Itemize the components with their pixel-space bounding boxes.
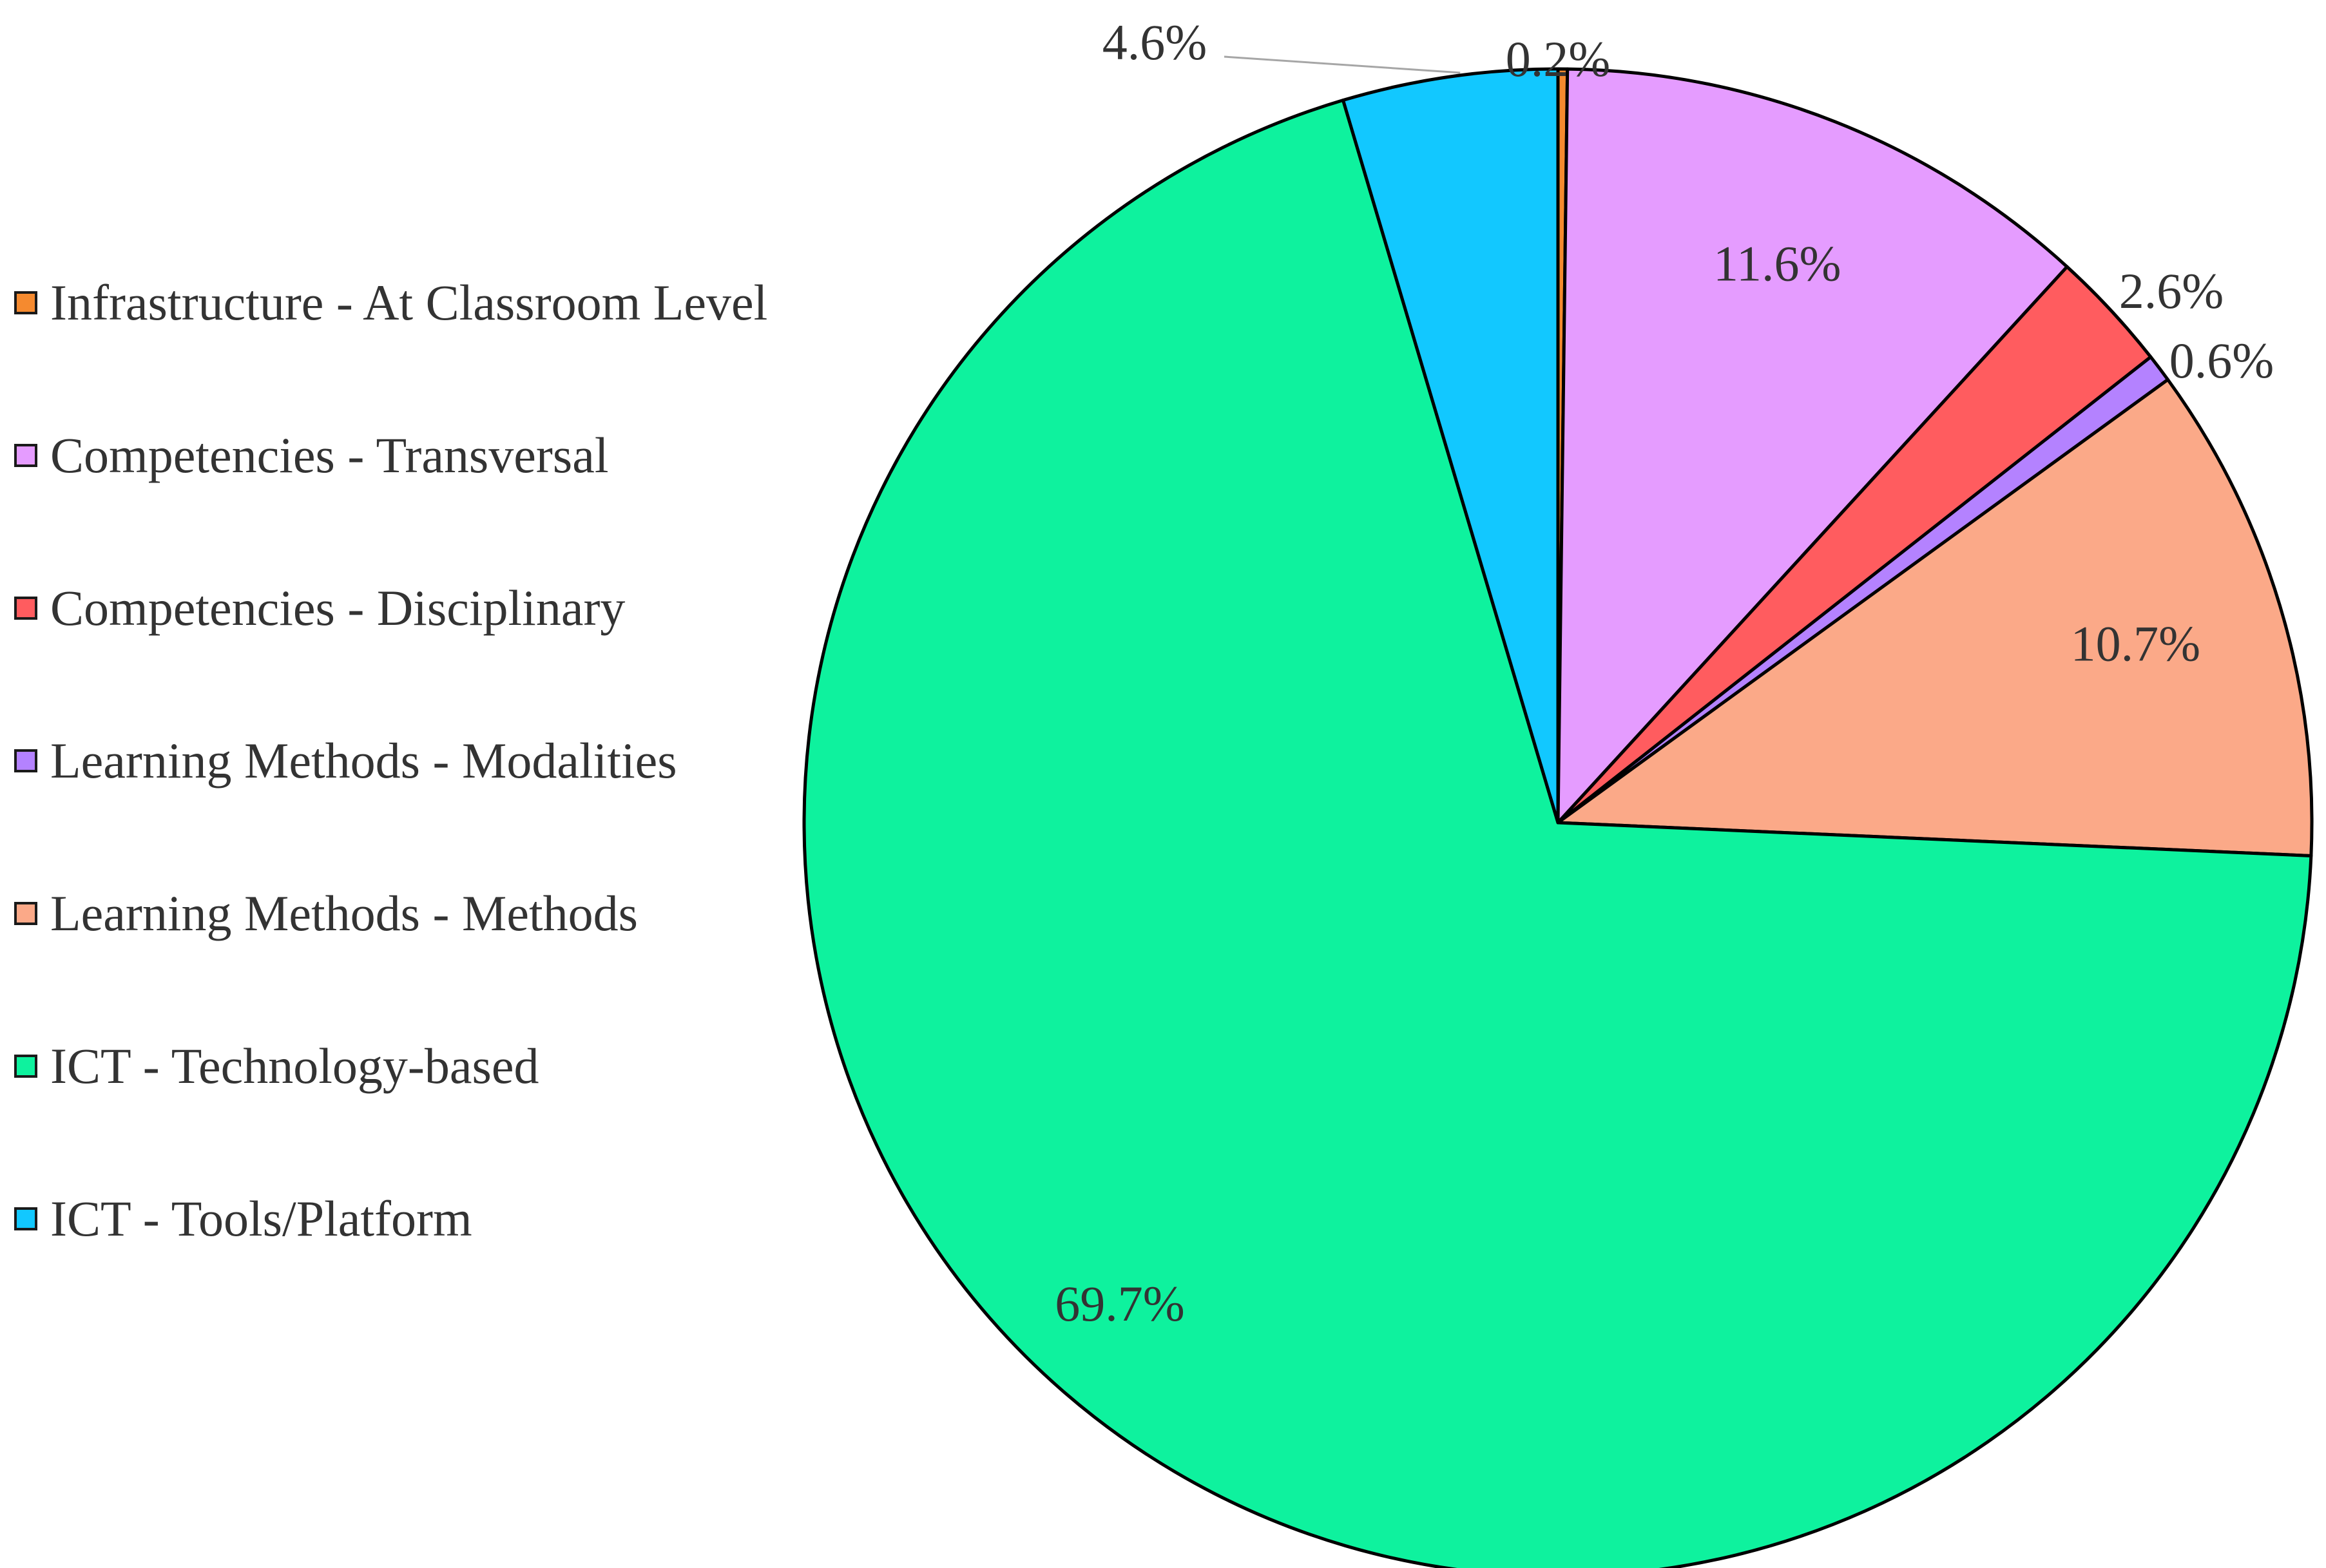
- legend-label: Infrastructure - At Classroom Level: [50, 274, 768, 330]
- legend-item-ict-technology: ICT - Technology-based: [14, 1034, 539, 1098]
- legend-swatch: [14, 291, 37, 314]
- data-label: 0.2%: [1506, 31, 1610, 87]
- legend-item-competencies-disciplinary: Competencies - Disciplinary: [14, 576, 625, 640]
- pie-slice-ict-tools-platform: [1341, 67, 1560, 825]
- pie-slices: [802, 67, 2314, 1568]
- data-label: 4.6%: [1102, 14, 1207, 70]
- legend-label: ICT - Technology-based: [50, 1038, 539, 1094]
- legend-item-competencies-transversal: Competencies - Transversal: [14, 423, 609, 488]
- data-label: 11.6%: [1713, 236, 1841, 292]
- legend-item-learning-modalities: Learning Methods - Modalities: [14, 729, 677, 793]
- pie-slice-competencies-transversal: [1556, 67, 2069, 825]
- leader-line: [1224, 55, 1461, 74]
- pie-slice-learning-methods-methods: [1556, 378, 2314, 857]
- legend-swatch: [14, 597, 37, 620]
- data-label: 0.6%: [2169, 332, 2274, 388]
- legend-label: Learning Methods - Modalities: [50, 732, 677, 789]
- data-label: 2.6%: [2119, 263, 2224, 319]
- legend-swatch: [14, 444, 37, 467]
- leader-lines: [1224, 55, 1461, 74]
- data-label: 10.7%: [2071, 615, 2200, 671]
- legend-label: Competencies - Disciplinary: [50, 580, 626, 636]
- pie-slice-ict-technology-based: [802, 99, 2313, 1568]
- legend-item-infrastructure-classroom: Infrastructure - At Classroom Level: [14, 271, 767, 335]
- legend-item-learning-methods: Learning Methods - Methods: [14, 881, 638, 946]
- legend-label: Competencies - Transversal: [50, 427, 609, 483]
- legend-swatch: [14, 902, 37, 925]
- legend-swatch: [14, 1207, 37, 1230]
- data-label: 69.7%: [1055, 1276, 1184, 1332]
- legend-label: Learning Methods - Methods: [50, 885, 639, 941]
- legend-swatch: [14, 1055, 37, 1078]
- legend-item-ict-tools: ICT - Tools/Platform: [14, 1187, 472, 1251]
- legend-label: ICT - Tools/Platform: [50, 1190, 472, 1247]
- legend-swatch: [14, 749, 37, 772]
- data-labels: 0.2% 11.6% 2.6% 0.6% 10.7% 69.7% 4.6%: [1055, 14, 2274, 1332]
